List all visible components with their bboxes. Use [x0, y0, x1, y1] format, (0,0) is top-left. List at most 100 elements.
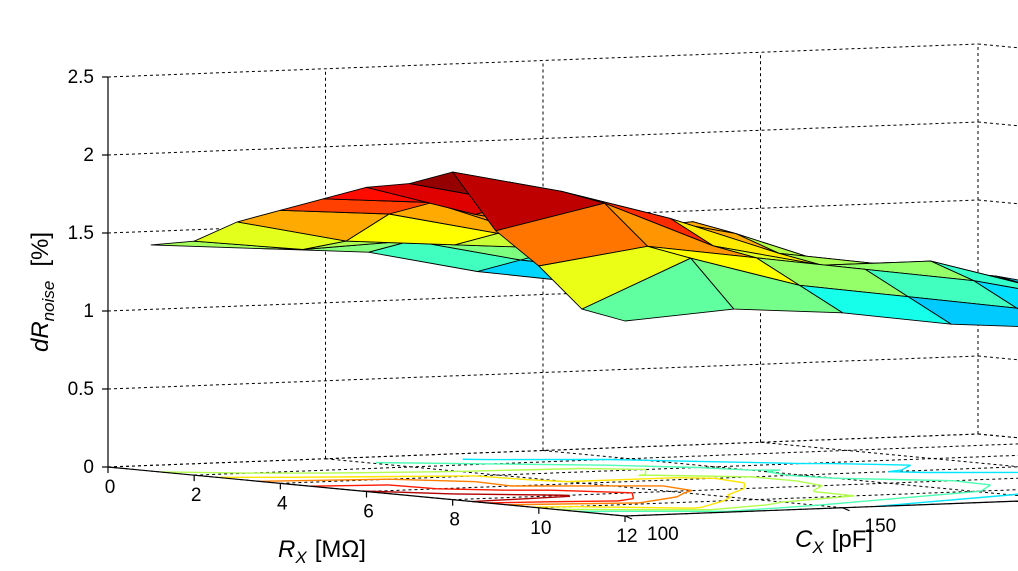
contour-line [710, 504, 767, 511]
contour-line [766, 501, 783, 506]
tick-labels: 02468101210015020025030000.511.522.5 [68, 67, 897, 547]
y-tick-mark [624, 515, 633, 520]
grid-line [107, 43, 979, 78]
grid-line [760, 441, 1018, 468]
contour-line [766, 471, 790, 477]
contour-line [789, 474, 837, 479]
z-tick-label: 2 [83, 145, 94, 166]
grid-line [325, 458, 843, 509]
contour-line [371, 490, 454, 495]
grid-line [977, 121, 1018, 127]
contour-line [901, 464, 912, 471]
grid-line [452, 477, 1018, 501]
contour-line [453, 493, 558, 496]
contour-line [651, 474, 752, 478]
z-axis-label: dRnoise[%] [27, 232, 58, 352]
y-axis-label: CX [pF] [795, 526, 873, 557]
x-tick-label: 2 [191, 485, 202, 506]
contour-line [782, 495, 855, 503]
contour-line [677, 476, 715, 479]
contour-line [375, 461, 492, 465]
contour-line [832, 462, 911, 466]
contour-line [258, 478, 390, 482]
contour-line [527, 478, 567, 483]
contour-line [388, 484, 438, 490]
contour-line [751, 476, 797, 482]
contour-line [976, 490, 982, 493]
contour-line [888, 471, 928, 474]
z-tick-label: 1.5 [68, 223, 94, 244]
contour-line [896, 490, 977, 500]
grid-line [194, 443, 1018, 476]
contour-line [491, 463, 538, 466]
contour-line [697, 466, 750, 471]
contour-line [663, 485, 693, 492]
contour-line [855, 477, 953, 482]
contour-line [931, 495, 996, 503]
x-axis-label: RX [MΩ] [278, 536, 366, 567]
contour-line [676, 492, 685, 498]
grid-line [280, 454, 1018, 484]
grid-line [977, 433, 1018, 439]
contour-line [389, 478, 476, 483]
contour-line [437, 488, 506, 491]
grid-line [107, 355, 979, 390]
contour-line [814, 490, 855, 497]
x-tick-label: 0 [105, 477, 116, 498]
z-tick-label: 0 [83, 457, 94, 478]
x-tick-label: 8 [449, 510, 460, 531]
contour-line [475, 480, 512, 487]
contour-line [472, 495, 571, 503]
contour-line [506, 502, 639, 506]
contour-line [363, 475, 477, 478]
contour-line [704, 460, 803, 465]
contour-line [606, 464, 698, 469]
grid-line [977, 355, 1018, 361]
contour-line [693, 506, 702, 509]
contour-line [766, 469, 781, 473]
contour-line [566, 476, 678, 483]
contour-line [310, 484, 389, 487]
contour-line [566, 494, 571, 498]
contour-line [723, 496, 731, 502]
y-tick-label: 100 [647, 524, 679, 545]
grid-line [977, 199, 1018, 205]
contour-line [476, 475, 528, 481]
contour-line [727, 504, 817, 513]
contour-line [813, 485, 823, 492]
contour-line [607, 458, 647, 461]
contour-line [796, 480, 823, 487]
contour-line [546, 500, 619, 503]
contour-line [714, 477, 745, 484]
y-axis-line [624, 500, 1018, 517]
contour-line [324, 471, 434, 474]
contour-line [864, 497, 897, 502]
y-tick-mark [842, 507, 850, 512]
contour-line [571, 505, 684, 509]
grid-line [107, 277, 979, 312]
contour-line [532, 505, 572, 508]
contour-line [550, 489, 633, 494]
contour-line [580, 467, 646, 471]
floor-contours [159, 458, 1018, 513]
contour-line [159, 471, 249, 474]
surface-mesh [150, 171, 1018, 327]
contour-line [618, 497, 634, 502]
y-tick-label: 150 [865, 516, 897, 537]
contour-line [646, 459, 705, 463]
contour-line [995, 494, 1012, 497]
grid-line [107, 433, 979, 468]
axes [102, 76, 1018, 522]
x-tick-label: 4 [277, 493, 288, 514]
contour-line [1011, 493, 1018, 496]
z-tick-label: 2.5 [68, 67, 94, 88]
surface-patch [581, 257, 735, 322]
grid-line [538, 489, 1018, 509]
grid-line [977, 433, 1018, 439]
grid-line [977, 43, 1018, 49]
contour-line [459, 467, 581, 473]
x-tick-label: 12 [616, 526, 637, 547]
contour-line [952, 479, 991, 486]
x-tick-label: 6 [363, 502, 374, 523]
